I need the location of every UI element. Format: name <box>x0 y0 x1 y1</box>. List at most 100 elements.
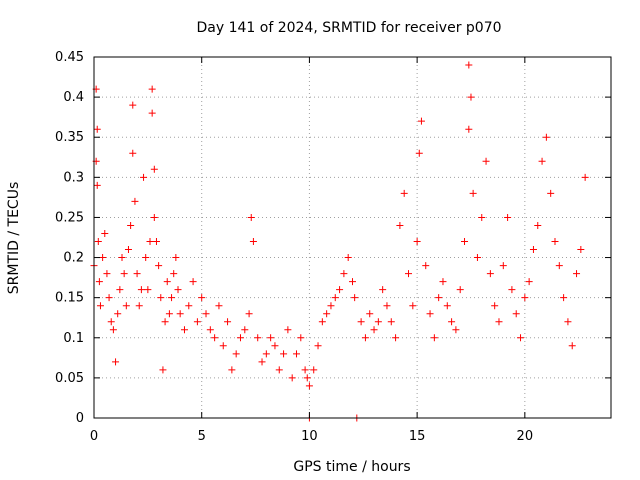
data-point <box>409 302 417 310</box>
data-point <box>415 149 423 157</box>
data-point <box>417 117 425 125</box>
data-point <box>206 326 214 334</box>
data-point <box>495 318 503 326</box>
data-point <box>93 181 101 189</box>
data-point <box>512 310 520 318</box>
data-point <box>577 246 585 254</box>
y-tick-label: 0.35 <box>55 130 84 145</box>
data-point <box>124 246 132 254</box>
data-point <box>555 262 563 270</box>
data-point <box>538 157 546 165</box>
data-point <box>374 318 382 326</box>
data-point <box>508 286 516 294</box>
data-point <box>456 286 464 294</box>
data-point <box>392 334 400 342</box>
data-point <box>467 93 475 101</box>
data-point <box>482 157 490 165</box>
data-point <box>443 302 451 310</box>
grid-lines <box>94 57 611 418</box>
data-point <box>331 294 339 302</box>
axis-ticks: 0 0.05 0.1 0.15 0.2 0.25 0.3 0.35 0.4 0.45 0 5 10 15 2… <box>55 50 611 444</box>
data-point <box>422 262 430 270</box>
data-point <box>517 334 525 342</box>
data-point <box>280 350 288 358</box>
data-point <box>180 326 188 334</box>
data-point <box>439 278 447 286</box>
data-point <box>189 278 197 286</box>
data-point <box>99 254 107 262</box>
data-point <box>219 342 227 350</box>
data-point <box>469 189 477 197</box>
data-point <box>245 310 253 318</box>
data-point <box>292 350 300 358</box>
data-point <box>327 302 335 310</box>
data-point <box>351 294 359 302</box>
data-point <box>387 318 395 326</box>
data-point <box>249 238 257 246</box>
data-point <box>478 213 486 221</box>
data-point <box>94 238 102 246</box>
data-point <box>452 326 460 334</box>
data-point <box>232 350 240 358</box>
data-point <box>247 213 255 221</box>
data-point <box>435 294 443 302</box>
data-point <box>155 262 163 270</box>
data-point <box>318 318 326 326</box>
data-point <box>103 270 111 278</box>
data-point <box>383 302 391 310</box>
data-point <box>96 302 104 310</box>
data-point <box>159 366 167 374</box>
data-point <box>336 286 344 294</box>
data-point <box>150 213 158 221</box>
data-point <box>165 310 173 318</box>
data-point <box>215 302 223 310</box>
data-point <box>129 149 137 157</box>
data-point <box>148 85 156 93</box>
data-point <box>120 270 128 278</box>
data-point <box>193 318 201 326</box>
data-point <box>137 286 145 294</box>
data-point <box>448 318 456 326</box>
y-tick-label: 0.25 <box>55 210 84 225</box>
data-point <box>236 334 244 342</box>
y-tick-label: 0.15 <box>55 291 84 306</box>
data-point <box>254 334 262 342</box>
x-tick-label: 20 <box>517 429 534 444</box>
data-point <box>529 246 537 254</box>
data-point <box>157 294 165 302</box>
data-point <box>461 238 469 246</box>
y-tick-label: 0.05 <box>55 371 84 386</box>
data-point <box>150 165 158 173</box>
data-point <box>305 382 313 390</box>
data-point <box>413 238 421 246</box>
data-point <box>142 254 150 262</box>
data-point <box>405 270 413 278</box>
data-point <box>542 133 550 141</box>
data-point <box>176 310 184 318</box>
data-point <box>426 310 434 318</box>
data-point <box>170 270 178 278</box>
data-point <box>534 221 542 229</box>
data-point <box>112 358 120 366</box>
data-point <box>581 173 589 181</box>
data-point <box>284 326 292 334</box>
data-point <box>564 318 572 326</box>
data-point <box>172 254 180 262</box>
data-point <box>344 254 352 262</box>
data-point <box>109 326 117 334</box>
data-point <box>301 366 309 374</box>
data-point <box>174 286 182 294</box>
data-point <box>486 270 494 278</box>
data-point <box>340 270 348 278</box>
data-point <box>323 310 331 318</box>
data-point <box>152 238 160 246</box>
data-point <box>127 221 135 229</box>
y-tick-label: 0.2 <box>63 251 84 266</box>
data-point <box>140 173 148 181</box>
data-point <box>499 262 507 270</box>
data-point <box>310 366 318 374</box>
data-point <box>95 278 103 286</box>
data-point <box>161 318 169 326</box>
